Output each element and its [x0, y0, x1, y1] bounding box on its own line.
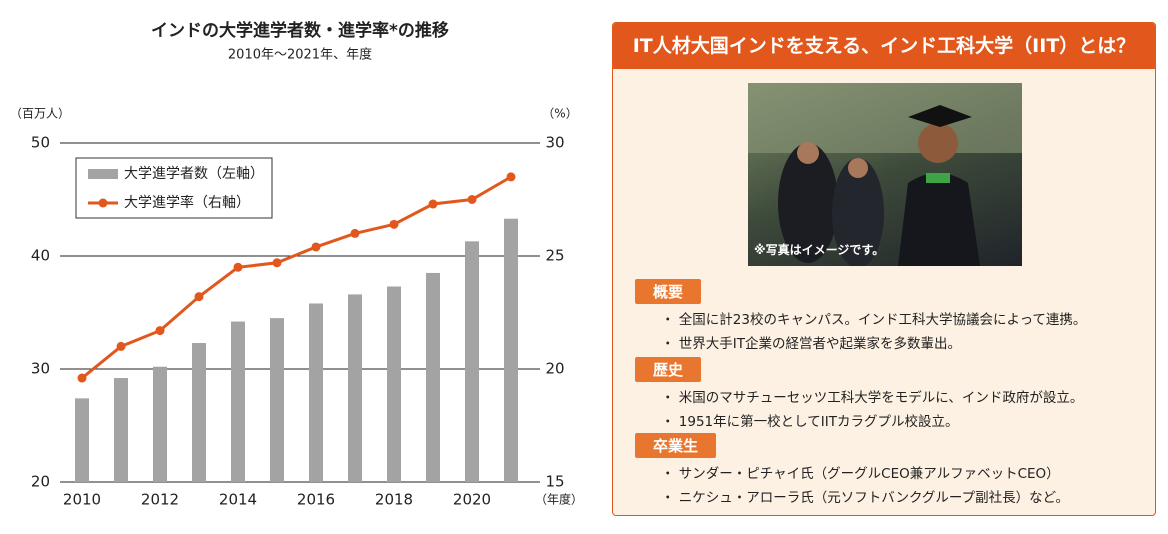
- bar: [270, 318, 284, 482]
- line-point: [350, 228, 360, 238]
- section: 概要・ 全国に計23校のキャンパス。インド工科大学協議会によって連携。・ 世界大…: [635, 279, 1086, 352]
- bar: [387, 286, 401, 482]
- section-heading: 卒業生: [635, 433, 717, 458]
- bar: [192, 343, 206, 482]
- line-point: [155, 326, 165, 336]
- bar: [231, 321, 245, 482]
- photo-illustration: [748, 83, 1022, 266]
- x-tick-label: 2014: [219, 491, 257, 509]
- section: 歴史・ 米国のマサチューセッツ工科大学をモデルに、インド政府が設立。・ 1951…: [635, 357, 1083, 430]
- y-tick-label: 20: [31, 473, 50, 491]
- x-tick-label: 2016: [297, 491, 335, 509]
- y2-axis-label: （%）: [542, 107, 577, 121]
- bar: [504, 218, 518, 482]
- section-item: ・ 1951年に第一校としてIITカラグプル校設立。: [661, 414, 959, 430]
- section-heading: 歴史: [635, 357, 702, 382]
- y2-tick-label: 15: [545, 473, 564, 491]
- line-point: [311, 242, 321, 252]
- bar: [348, 294, 362, 482]
- panel-title: IT人材大国インドを支える、インド工科大学（IIT）とは？: [613, 23, 1155, 69]
- line-point: [194, 292, 204, 302]
- info-panel: IT人材大国インドを支える、インド工科大学（IIT）とは？ ※写真はイメージです…: [612, 22, 1156, 516]
- legend-label: 大学進学者数（左軸）: [124, 166, 264, 182]
- y-axis-label: （百万人）: [10, 107, 70, 121]
- legend-swatch: [88, 169, 118, 179]
- y2-tick-label: 25: [545, 247, 564, 265]
- section-item: ・ 全国に計23校のキャンパス。インド工科大学協議会によって連携。: [661, 312, 1087, 328]
- x-tick-label: 2018: [375, 491, 413, 509]
- legend-label: 大学進学率（右軸）: [124, 194, 250, 211]
- line: [81, 175, 512, 380]
- line-point: [467, 195, 477, 204]
- x-tick-label: 2020: [453, 491, 491, 509]
- line-point: [506, 172, 516, 182]
- x-tick-label: 2010: [63, 491, 101, 509]
- x-tick-label: 2012: [141, 491, 179, 509]
- y-tick-label: 30: [31, 360, 50, 378]
- line-point: [428, 199, 438, 209]
- photo-caption: ※写真はイメージです。: [754, 243, 885, 257]
- section: 卒業生・ サンダー・ピチャイ氏（グーグルCEO兼アルファベットCEO） ・ ニケシ…: [635, 433, 1069, 506]
- line-point: [389, 219, 399, 229]
- line-point: [77, 373, 87, 383]
- y-tick-label: 40: [31, 247, 50, 265]
- section-heading: 概要: [635, 279, 702, 304]
- section-item: ・ ニケシュ・アローラ氏（元ソフトバンクグループ副社長）など。: [661, 490, 1069, 506]
- chart: インドの大学進学者数・進学率*の推移 2010年～2021年、年度 （百万人） …: [10, 20, 583, 509]
- chart-title: インドの大学進学者数・進学率*の推移: [151, 20, 449, 41]
- bar: [309, 303, 323, 482]
- y2-tick-label: 30: [545, 134, 564, 152]
- bar: [426, 272, 440, 482]
- photo: ※写真はイメージです。: [748, 83, 1022, 266]
- line-point: [233, 262, 243, 272]
- bar: [153, 366, 167, 482]
- section-item: ・ 世界大手IT企業の経営者や起業家を多数輩出。: [661, 336, 962, 352]
- line-point: [272, 258, 282, 268]
- x-axis-label: （年度）: [535, 492, 583, 507]
- legend-box: [75, 157, 273, 219]
- y2-tick-label: 20: [545, 360, 564, 378]
- y-tick-label: 50: [31, 134, 50, 152]
- bar: [465, 241, 479, 482]
- line-point: [116, 341, 126, 351]
- section-item: ・ 米国のマサチューセッツ工科大学をモデルに、インド政府が設立。: [661, 390, 1084, 406]
- section-item: ・ サンダー・ピチャイ氏（グーグルCEO兼アルファベットCEO）: [661, 466, 1060, 482]
- bar: [114, 378, 128, 482]
- bar: [75, 398, 89, 482]
- legend-marker: [98, 198, 108, 208]
- chart-subtitle: 2010年～2021年、年度: [228, 47, 372, 63]
